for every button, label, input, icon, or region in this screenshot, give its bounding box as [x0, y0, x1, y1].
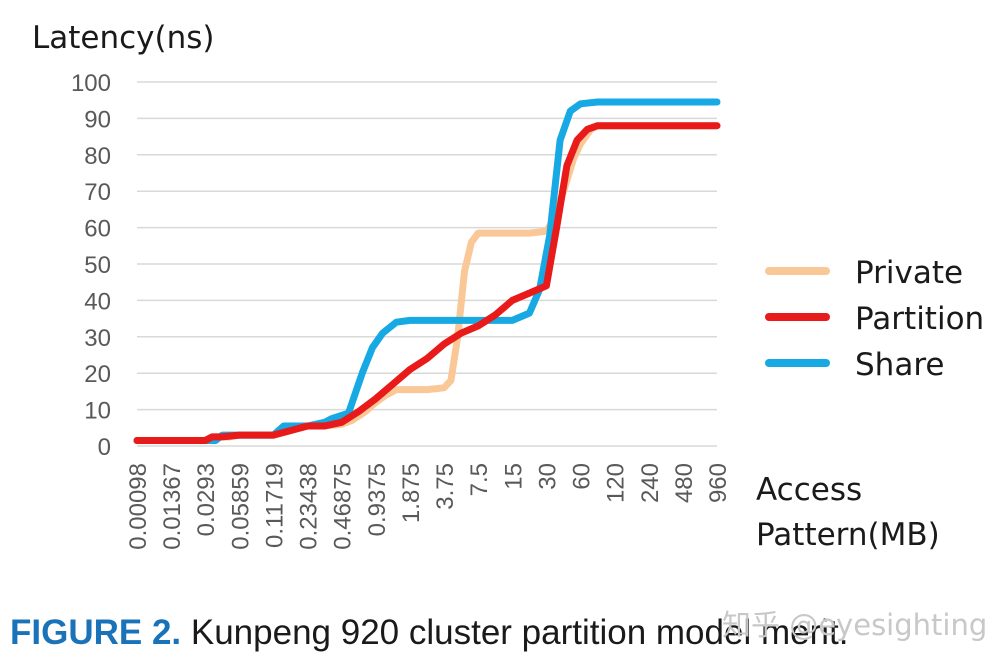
x-tick-label: 15 [500, 463, 527, 490]
legend-label-share: Share [855, 347, 944, 383]
x-tick-label: 0.9375 [364, 463, 391, 536]
x-tick-label-group: 0.9375 [364, 463, 391, 536]
series-line-private [133, 122, 721, 444]
x-tick-label-group: 0.01367 [159, 463, 186, 550]
x-tick-label: 0.01367 [159, 463, 186, 550]
x-tick-label: 0.23438 [296, 463, 323, 550]
x-tick-label-group: 3.75 [432, 463, 459, 510]
x-axis-title-line: Access [756, 472, 862, 508]
y-tick-label: 90 [84, 106, 111, 133]
figure-label: FIGURE 2. [10, 613, 182, 652]
x-tick-label: 60 [569, 463, 596, 490]
x-tick-label: 0.11719 [261, 463, 288, 548]
x-tick-label-group: 0.23438 [296, 463, 323, 550]
x-axis-title-line: Pattern(MB) [756, 517, 940, 553]
y-tick-label: 10 [84, 398, 111, 425]
x-tick-label: 7.5 [466, 463, 493, 496]
x-tick-label: 120 [603, 463, 630, 503]
x-tick-label-group: 120 [603, 463, 630, 503]
y-tick-label: 0 [98, 434, 111, 461]
legend-label-private: Private [855, 255, 963, 291]
x-tick-label: 1.875 [398, 463, 425, 523]
axis-titles: Latency(ns) Access Pattern(MB) [32, 20, 940, 553]
x-tick-label: 30 [534, 463, 561, 490]
y-tick-label: 100 [71, 70, 111, 97]
x-tick-label-group: 15 [500, 463, 527, 490]
y-tick-label: 30 [84, 325, 111, 352]
x-tick-label: 0.46875 [330, 463, 357, 550]
x-tick-label-group: 0.11719 [261, 463, 288, 548]
x-tick-label-group: 0.46875 [330, 463, 357, 550]
x-tick-label-group: 1.875 [398, 463, 425, 523]
x-tick-label: 0.00098 [125, 463, 152, 550]
x-tick-label-group: 30 [534, 463, 561, 490]
x-tick-label: 3.75 [432, 463, 459, 510]
x-tick-label: 0.0293 [193, 463, 220, 536]
figure-caption-text: Kunpeng 920 cluster partition model meri… [190, 613, 849, 652]
x-tick-label-group: 60 [569, 463, 596, 490]
y-tick-label: 20 [84, 361, 111, 388]
y-tick-label: 80 [84, 143, 111, 170]
y-axis-title: Latency(ns) [32, 20, 215, 56]
figure-caption: FIGURE 2. Kunpeng 920 cluster partition … [10, 613, 848, 653]
y-tick-label: 60 [84, 216, 111, 243]
y-tick-label: 50 [84, 252, 111, 279]
x-tick-label-group: 0.00098 [125, 463, 152, 550]
axes: 0 10 20 30 40 50 60 70 80 90 100 0.00098 0.01367 0.02… [71, 70, 732, 550]
watermark: 知乎 @eyesighting [722, 608, 988, 642]
x-tick-label-group: 7.5 [466, 463, 493, 496]
y-tick-label: 70 [84, 179, 111, 206]
legend: Private Partition Share [765, 255, 984, 383]
x-tick-label: 0.05859 [227, 463, 254, 550]
series-lines [133, 98, 721, 444]
series-line-partition [133, 122, 721, 444]
series-line-share [133, 98, 721, 444]
x-tick-label-group: 960 [705, 463, 732, 503]
x-tick-label: 480 [671, 463, 698, 503]
x-tick-label-group: 240 [637, 463, 664, 503]
x-tick-label-group: 0.05859 [227, 463, 254, 550]
x-tick-label: 240 [637, 463, 664, 503]
latency-chart: 0 10 20 30 40 50 60 70 80 90 100 0.00098 0.01367 0.02… [32, 20, 984, 553]
x-tick-label-group: 480 [671, 463, 698, 503]
x-tick-label: 960 [705, 463, 732, 503]
x-tick-label-group: 0.0293 [193, 463, 220, 536]
legend-label-partition: Partition [855, 301, 984, 337]
y-tick-label: 40 [84, 288, 111, 315]
gridlines [137, 81, 717, 447]
